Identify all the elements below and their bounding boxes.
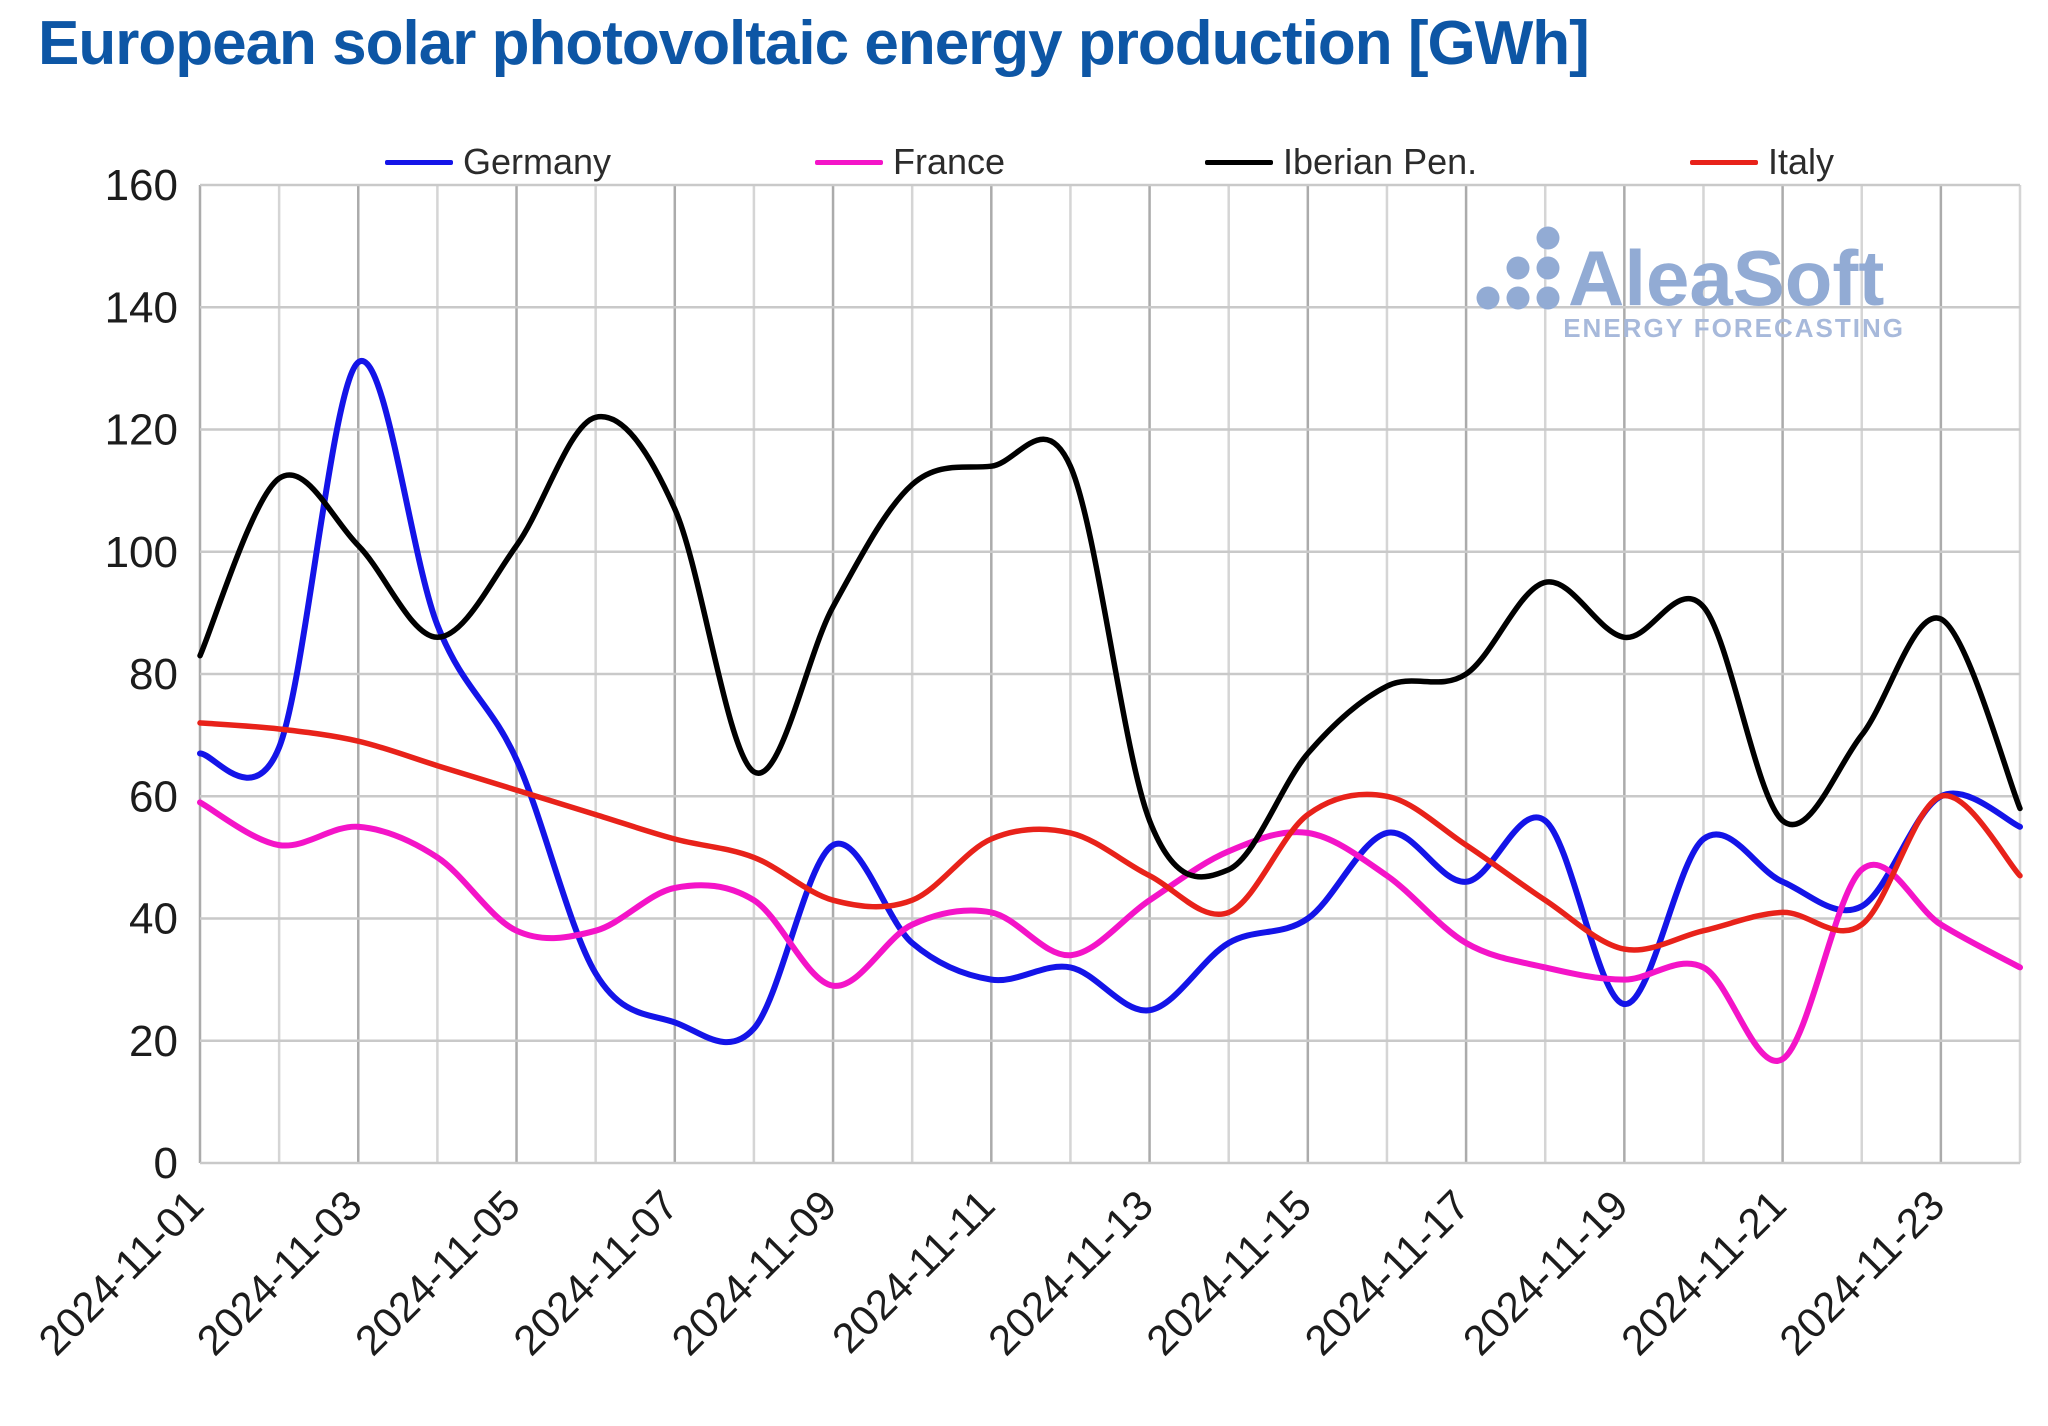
watermark-dot-icon — [1536, 256, 1560, 280]
y-axis-tick-label: 160 — [105, 161, 178, 210]
x-axis-tick-label: 2024-11-19 — [1454, 1181, 1637, 1364]
legend-line-swatch — [815, 159, 883, 165]
page-title: European solar photovoltaic energy produ… — [38, 9, 1590, 78]
y-axis-tick-label: 60 — [129, 772, 178, 821]
series-line-italy — [197, 720, 2023, 953]
x-axis-tick-label: 2024-11-07 — [504, 1181, 687, 1364]
y-axis-tick-label: 140 — [105, 283, 178, 332]
legend-item-italy: Italy — [1690, 142, 1834, 182]
y-axis-tick-label: 80 — [129, 650, 178, 699]
x-axis-tick-label: 2024-11-13 — [979, 1181, 1162, 1364]
series-line-iberian-pen — [197, 413, 2023, 880]
x-axis-tick-label: 2024-11-01 — [29, 1181, 212, 1364]
legend-label: Italy — [1768, 141, 1835, 182]
legend-line-swatch — [1205, 159, 1273, 165]
x-axis-tick-label: 2024-11-15 — [1137, 1181, 1320, 1364]
watermark-dot-icon — [1476, 286, 1500, 310]
series-line-france — [197, 799, 2023, 1064]
watermark-dot-icon — [1536, 226, 1560, 250]
watermark-tagline: ENERGY FORECASTING — [1563, 313, 1905, 343]
x-axis-tick-label: 2024-11-05 — [346, 1181, 529, 1364]
legend-line-swatch — [385, 159, 453, 165]
watermark-dot-icon — [1506, 256, 1530, 280]
x-axis-tick-label: 2024-11-03 — [188, 1181, 371, 1364]
legend-item-germany: Germany — [385, 142, 611, 182]
watermark-dot-icon — [1506, 286, 1530, 310]
watermark-brand: AleaSoft — [1568, 234, 1884, 322]
watermark-dot-icon — [1536, 286, 1560, 310]
y-axis-tick-label: 40 — [129, 895, 178, 944]
y-axis-tick-label: 100 — [105, 528, 178, 577]
series-line-germany — [197, 358, 2023, 1046]
y-axis-tick-label: 20 — [129, 1017, 178, 1066]
x-axis-tick-label: 2024-11-17 — [1295, 1181, 1478, 1364]
x-axis-tick-label: 2024-11-11 — [823, 1181, 1004, 1362]
y-axis-tick-label: 120 — [105, 406, 178, 455]
legend-item-france: France — [815, 142, 1005, 182]
legend-item-iberian-pen: Iberian Pen. — [1205, 142, 1477, 182]
legend-label: Germany — [463, 141, 612, 182]
legend-label: Iberian Pen. — [1283, 141, 1478, 182]
chart-legend: Germany France Iberian Pen. Italy — [0, 142, 2048, 188]
legend-label: France — [893, 141, 1006, 182]
x-axis-tick-label: 2024-11-09 — [662, 1181, 845, 1364]
y-axis-tick-label: 0 — [154, 1139, 178, 1188]
legend-line-swatch — [1690, 159, 1758, 165]
x-axis-tick-label: 2024-11-21 — [1612, 1181, 1795, 1364]
x-axis-tick-label: 2024-11-23 — [1770, 1181, 1953, 1364]
